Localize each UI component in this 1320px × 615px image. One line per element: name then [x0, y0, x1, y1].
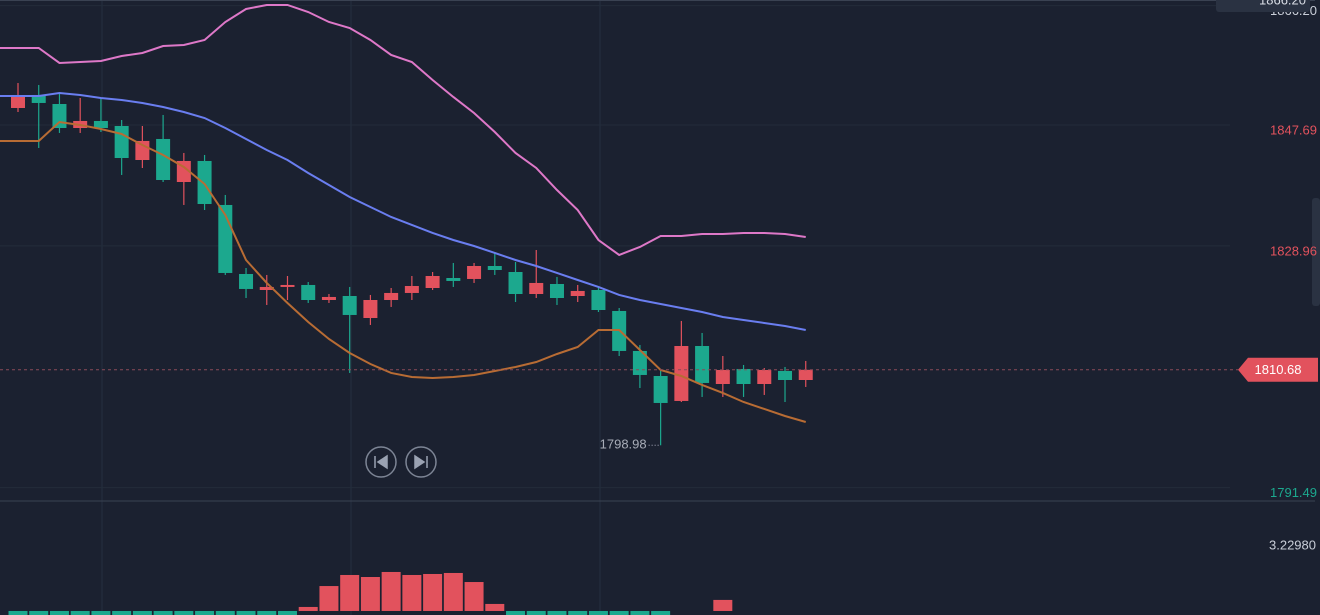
low-label: 1798.98: [600, 437, 647, 452]
indicator-line: [0, 3, 806, 257]
macd-bar: [195, 610, 215, 615]
candle-body: [736, 368, 751, 384]
candle-body: [404, 286, 419, 293]
current-price-label: 1810.68: [1255, 362, 1302, 377]
candle-body: [487, 266, 502, 270]
indicator-line: [0, 91, 806, 331]
macd-bar: [8, 610, 28, 615]
macd-bar: [588, 610, 608, 615]
candle-body: [197, 160, 212, 204]
candle-body: [156, 138, 171, 180]
macd-bar: [236, 610, 256, 615]
candle-body: [239, 274, 254, 289]
macd-bar: [174, 610, 194, 615]
scroll-handle[interactable]: [1312, 198, 1320, 306]
replay-next[interactable]: [405, 446, 437, 478]
candle-body: [342, 296, 357, 315]
macd-bar: [568, 610, 588, 615]
macd-bar: [340, 574, 360, 611]
candle-body: [695, 346, 710, 383]
candle-body: [93, 120, 108, 128]
candle-body: [778, 370, 793, 380]
candle-body: [301, 284, 316, 300]
macd-bar: [132, 610, 152, 615]
y-tick-label: 1791.49: [1270, 485, 1317, 500]
macd-bar: [360, 576, 380, 611]
macd-bar: [381, 571, 401, 611]
top-price-box: [1216, 0, 1310, 12]
top-price-label: 1866.20: [1259, 0, 1306, 7]
candle-body: [798, 369, 813, 380]
candle-body: [467, 266, 482, 279]
macd-bar: [257, 610, 277, 615]
macd-bar: [277, 610, 297, 615]
y-tick-label: 1847.69: [1270, 122, 1317, 137]
macd-bar: [609, 610, 629, 615]
macd-bar: [319, 586, 339, 611]
candle-body: [259, 286, 274, 290]
candle-body: [31, 94, 46, 103]
macd-bar: [651, 610, 671, 615]
macd-bar: [423, 573, 443, 611]
candle-body: [715, 370, 730, 384]
candle-body: [549, 284, 564, 298]
candle-body: [11, 96, 25, 108]
macd-bar: [402, 574, 422, 611]
macd-bar: [298, 606, 318, 611]
macd-bar: [485, 603, 505, 611]
candle-body: [653, 376, 668, 403]
candle-body: [508, 272, 523, 294]
current-price-tag: [1238, 357, 1318, 382]
macd-bar: [29, 610, 49, 615]
candle-body: [384, 292, 399, 300]
candle-body: [114, 126, 129, 158]
macd-bar: [443, 572, 463, 611]
candle-body: [363, 300, 378, 318]
candle-body: [446, 278, 461, 281]
candle-body: [529, 282, 544, 294]
candle-body: [425, 276, 440, 288]
macd-bar: [49, 610, 69, 615]
indicator-line: [0, 120, 807, 423]
macd-tick-label: 3.22980: [1269, 537, 1316, 552]
macd-bar: [215, 610, 235, 615]
macd-bar: [153, 610, 173, 615]
macd-bar: [464, 582, 484, 611]
candle-body: [757, 370, 772, 384]
replay-prev[interactable]: [365, 446, 397, 478]
macd-bar: [506, 610, 526, 615]
macd-bar: [526, 610, 546, 615]
macd-bar: [630, 610, 650, 615]
macd-bar: [70, 610, 90, 615]
candle-body: [52, 104, 67, 128]
candle-body: [632, 350, 647, 375]
candle-body: [321, 296, 336, 300]
candle-body: [176, 160, 191, 182]
candle-body: [591, 290, 606, 310]
macd-bar: [713, 599, 733, 611]
macd-bar: [112, 610, 132, 615]
y-tick-label: 1828.96: [1270, 243, 1317, 258]
candle-body: [280, 284, 295, 287]
macd-bar: [547, 610, 567, 615]
candle-body: [674, 346, 689, 401]
candle-body: [135, 140, 150, 160]
candle-body: [570, 290, 585, 296]
macd-bar: [91, 610, 111, 615]
